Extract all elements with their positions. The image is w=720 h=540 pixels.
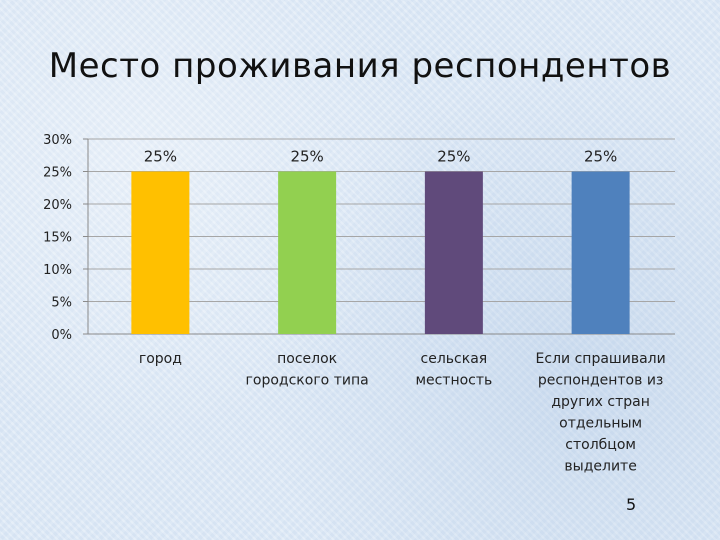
bars: [131, 171, 630, 334]
category-label-line: выделите: [564, 459, 636, 475]
data-label: 25%: [584, 148, 617, 166]
y-tick-label: 30%: [43, 133, 72, 148]
category-label-line: местность: [415, 373, 492, 389]
y-axis-ticks: 0% 5% 10% 15% 20% 25% 30%: [43, 133, 72, 343]
category-label: город: [139, 351, 182, 367]
bar: [571, 171, 630, 334]
category-labels: город поселок городского типа сельская местн…: [139, 351, 666, 475]
y-tick-label: 25%: [43, 166, 72, 181]
y-tick-label: 15%: [43, 231, 72, 246]
category-label-line: Если спрашивали: [536, 351, 666, 367]
category-label: сельская местность: [415, 351, 492, 389]
category-label: Если спрашивали респондентов из других стр…: [536, 351, 666, 475]
category-label-line: отдельным: [559, 416, 642, 432]
data-label: 25%: [437, 148, 470, 166]
data-label: 25%: [144, 148, 177, 166]
bar: [131, 171, 190, 334]
slide-title: Место проживания респондентов: [48, 46, 672, 86]
category-label-line: сельская: [421, 351, 488, 367]
category-label-line: городского типа: [246, 373, 369, 389]
y-tick-label: 5%: [51, 296, 72, 311]
category-label-line: других стран: [551, 394, 650, 410]
category-label-line: респондентов из: [538, 373, 663, 389]
data-labels: 25% 25% 25% 25%: [144, 148, 618, 166]
y-tick-label: 10%: [43, 263, 72, 278]
data-label: 25%: [290, 148, 323, 166]
bar: [424, 171, 483, 334]
category-label-line: город: [139, 351, 182, 367]
page-number: 5: [626, 495, 637, 514]
y-tick-label: 0%: [51, 328, 72, 343]
category-label-line: поселок: [277, 351, 337, 367]
category-label: поселок городского типа: [246, 351, 369, 389]
bar: [278, 171, 337, 334]
category-label-line: столбцом: [565, 437, 636, 453]
y-tick-label: 20%: [43, 198, 72, 213]
